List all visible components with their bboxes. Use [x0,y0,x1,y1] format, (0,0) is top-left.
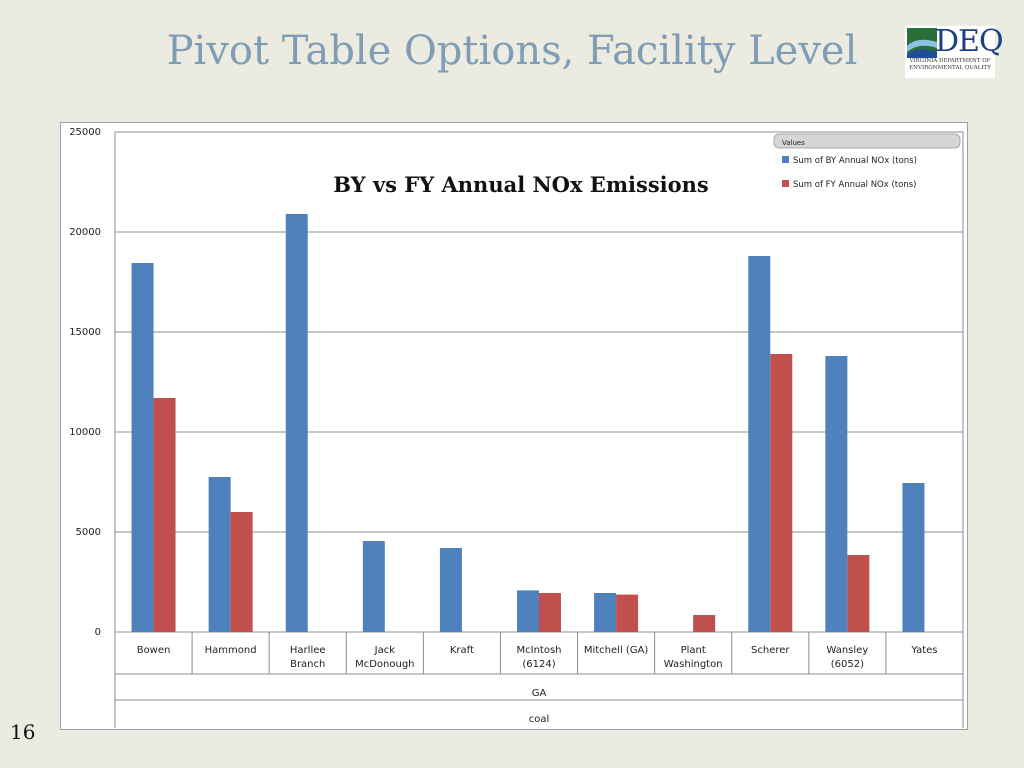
bar-fy [693,615,716,632]
y-tick-label: 5000 [76,527,101,538]
bar-fy [539,593,561,632]
group-label-state: GA [532,688,547,699]
bar-by [825,356,848,632]
category-label: McDonough [355,659,414,670]
slide-title: Pivot Table Options, Facility Level [166,28,858,74]
y-tick-label: 15000 [69,327,101,338]
category-label: McIntosh [517,645,562,656]
y-tick-label: 20000 [69,227,101,238]
deq-logo: DEQ VIRGINIA DEPARTMENT OF ENVIRONMENTAL… [905,24,1004,78]
bar-chart: 0 5000 10000 15000 20000 25000 Bowen Hammond Har… [60,122,968,730]
bar-fy [230,512,253,632]
group-label-fuel: coal [529,714,550,725]
category-label: (6052) [831,659,864,670]
legend-swatch [782,180,789,187]
category-label: Yates [910,645,937,656]
deq-emblem-icon [907,28,937,58]
bar-by [439,548,462,632]
deq-logo-subtitle: VIRGINIA DEPARTMENT OF ENVIRONMENTAL QUA… [909,58,991,71]
bar-fy [153,398,176,632]
bar-by [594,593,617,632]
bar-by [131,263,154,632]
bar-by [285,214,308,632]
bar-by [517,590,539,632]
legend-label: Sum of BY Annual NOx (tons) [793,156,917,166]
y-tick-label: 25000 [69,127,101,138]
category-label: Harllee [290,645,326,656]
category-label: Hammond [205,645,257,656]
chart-title: BY vs FY Annual NOx Emissions [333,172,708,197]
category-label: Washington [664,659,723,670]
category-label: Scherer [751,645,790,656]
deq-logo-word: DEQ [935,24,1004,59]
bar-fy [770,354,793,632]
bar-by [902,483,925,632]
y-tick-label: 0 [95,627,101,638]
category-label: Branch [290,659,325,670]
category-label: Jack [374,645,396,656]
category-label: Mitchell (GA) [584,645,649,656]
legend-header [773,133,961,149]
category-label: Wansley [826,645,868,656]
bar-by [362,541,385,632]
legend-swatch [782,156,789,163]
category-label: Kraft [450,645,474,656]
page-number: 16 [10,720,36,744]
legend-label: Sum of FY Annual NOx (tons) [793,180,916,190]
y-tick-label: 10000 [69,427,101,438]
category-label: (6124) [522,659,555,670]
bar-fy [847,555,870,632]
legend-title: Values [782,139,805,147]
bar-fy [616,594,639,632]
bar-by [748,256,771,632]
category-label: Bowen [137,645,171,656]
category-label: Plant [681,645,706,656]
bar-by [208,477,231,632]
